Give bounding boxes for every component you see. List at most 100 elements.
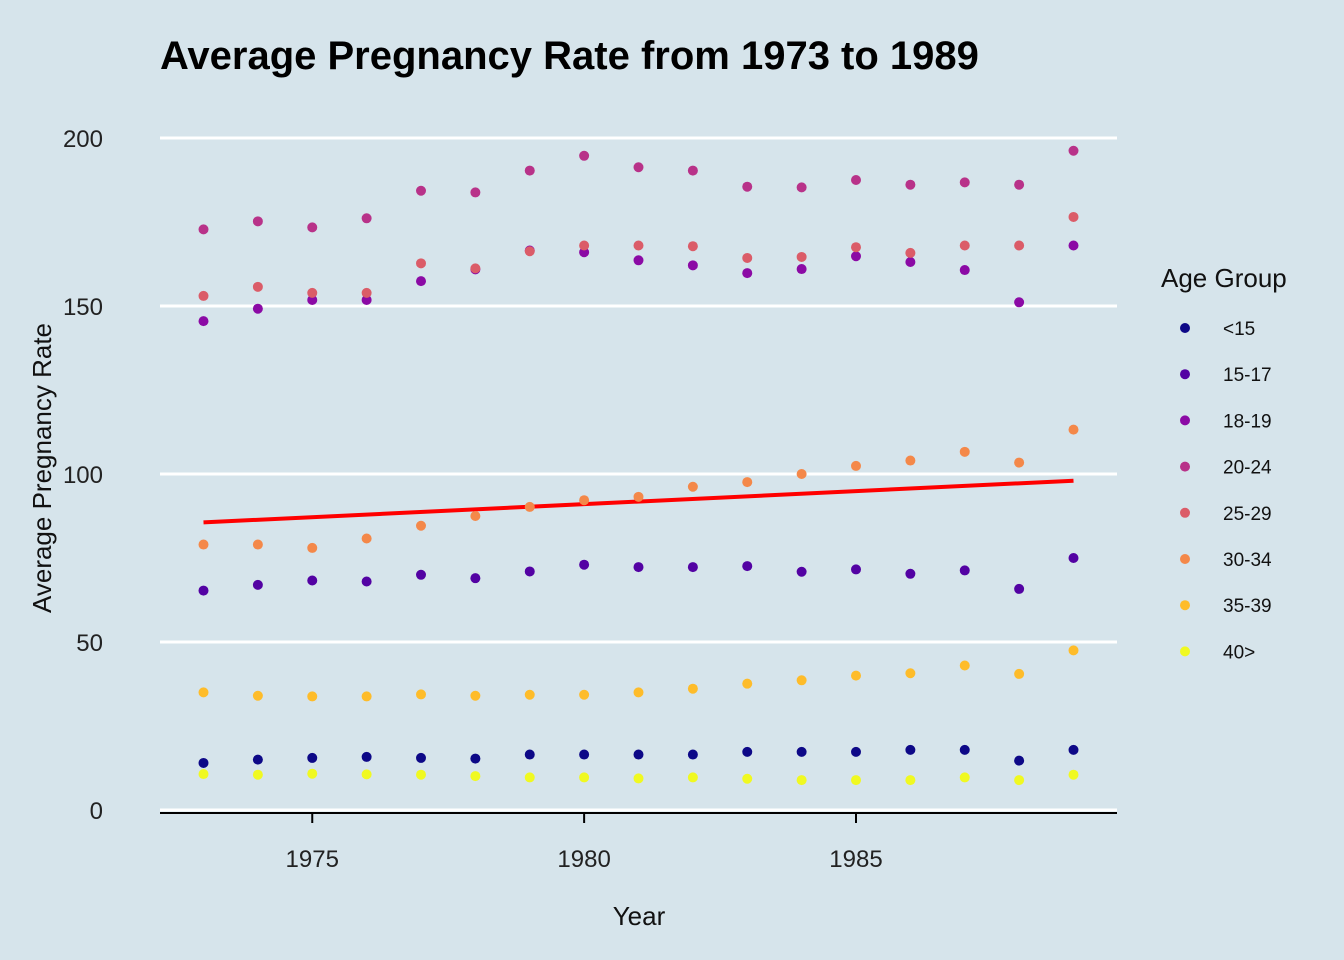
data-point [361, 751, 372, 762]
data-point [416, 185, 426, 196]
x-axis-title: Year [613, 901, 666, 931]
data-point [252, 539, 263, 550]
data-point [742, 678, 753, 689]
data-point [959, 177, 970, 188]
data-point [905, 247, 916, 258]
data-point [796, 775, 807, 786]
data-point [905, 775, 916, 786]
legend-key [1180, 600, 1190, 611]
data-point [198, 769, 209, 780]
data-point [307, 287, 318, 298]
data-point [633, 773, 644, 784]
data-point [851, 175, 861, 185]
legend-key [1180, 646, 1190, 657]
data-point [905, 568, 916, 579]
data-point [959, 772, 970, 783]
data-point [579, 240, 590, 251]
data-point [470, 187, 481, 198]
y-tick-label: 150 [63, 294, 103, 321]
data-point [796, 251, 807, 262]
data-point [198, 687, 209, 698]
data-point [416, 520, 426, 531]
data-point [579, 559, 590, 570]
data-point [687, 165, 698, 176]
data-point [416, 258, 426, 269]
data-point [524, 246, 535, 257]
data-point [796, 469, 807, 479]
y-axis-title: Average Pregnancy Rate [27, 323, 57, 613]
data-point [361, 294, 372, 305]
data-point [742, 268, 753, 279]
data-point [198, 290, 209, 301]
data-point [252, 303, 263, 314]
data-point [198, 539, 209, 550]
data-point [361, 691, 372, 702]
data-point [742, 561, 753, 572]
chart-title: Average Pregnancy Rate from 1973 to 1989 [160, 34, 979, 78]
data-point [1068, 769, 1079, 780]
data-point [416, 569, 426, 580]
data-point [796, 746, 807, 757]
data-point [524, 749, 535, 760]
data-point [905, 179, 916, 190]
legend-key [1180, 369, 1190, 380]
data-point [198, 316, 209, 327]
data-point [361, 213, 372, 224]
y-tick-label: 50 [76, 630, 103, 657]
legend-title: Age Group [1161, 263, 1287, 293]
data-point [1068, 240, 1079, 251]
data-point [1068, 645, 1079, 656]
data-point [633, 491, 644, 502]
data-point [307, 222, 318, 233]
data-point [633, 749, 644, 760]
legend-key [1180, 323, 1190, 333]
data-point [742, 746, 753, 757]
data-point [524, 566, 535, 577]
data-point [959, 265, 970, 276]
data-point [851, 460, 861, 471]
data-point [252, 690, 263, 701]
data-point [579, 495, 590, 506]
data-point [524, 165, 535, 176]
data-point [361, 287, 372, 298]
legend-entry: 40> [1223, 642, 1255, 663]
data-point [252, 216, 263, 227]
data-point [687, 683, 698, 694]
x-tick-label: 1985 [829, 846, 882, 873]
data-point [687, 260, 698, 271]
points-layer [198, 145, 1079, 786]
y-tick-label: 0 [90, 798, 103, 825]
data-point [470, 753, 481, 764]
data-point [198, 585, 209, 596]
data-point [307, 575, 318, 586]
data-point [905, 744, 916, 755]
data-point [959, 744, 970, 755]
data-point [851, 242, 861, 253]
data-point [851, 564, 861, 575]
data-point [524, 772, 535, 783]
y-tick-label: 100 [63, 462, 103, 489]
data-point [252, 281, 263, 292]
data-point [959, 660, 970, 671]
data-point [416, 689, 426, 700]
data-point [742, 181, 753, 192]
data-point [687, 772, 698, 783]
data-point [361, 769, 372, 780]
data-point [1068, 744, 1079, 755]
data-point [851, 251, 861, 262]
data-point [470, 771, 481, 782]
data-point [796, 675, 807, 686]
legend-entry: 25-29 [1223, 504, 1272, 525]
data-point [1068, 424, 1079, 435]
data-point [252, 769, 263, 780]
legend-entry: 18-19 [1223, 411, 1272, 432]
data-point [1014, 240, 1025, 251]
data-point [470, 690, 481, 701]
legend-entry: 20-24 [1223, 458, 1272, 479]
data-point [307, 768, 318, 779]
legend-key [1180, 415, 1190, 426]
data-point [687, 749, 698, 760]
legend-key [1180, 554, 1190, 564]
legend-key [1180, 461, 1190, 472]
